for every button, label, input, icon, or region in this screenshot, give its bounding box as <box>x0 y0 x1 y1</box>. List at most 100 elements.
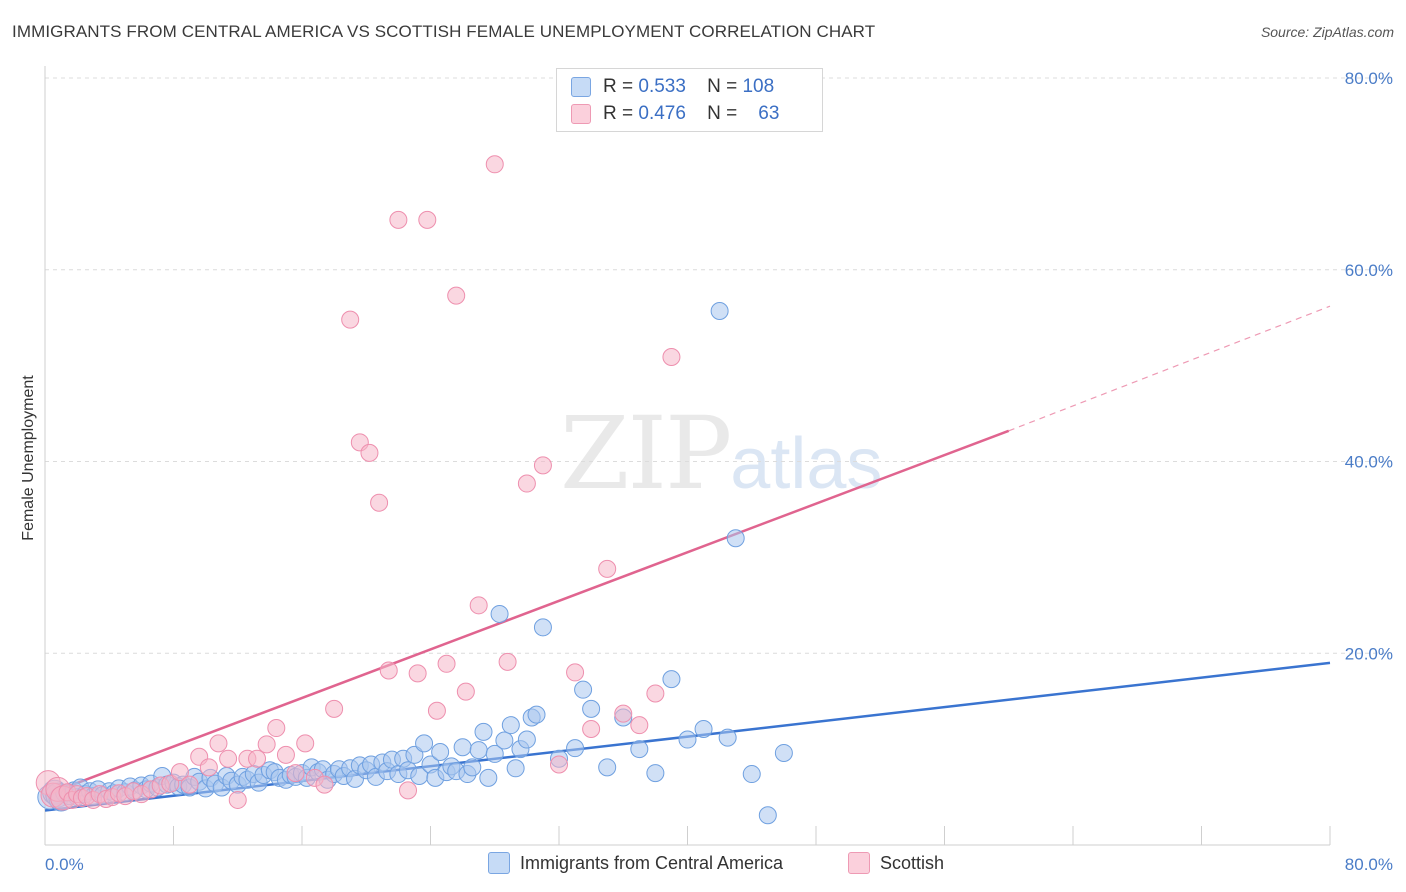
point-scottish <box>209 734 228 753</box>
point-central-america <box>582 699 601 718</box>
series-swatch-scottish <box>848 852 870 874</box>
point-central-america <box>474 722 493 741</box>
chart-title: IMMIGRANTS FROM CENTRAL AMERICA VS SCOTT… <box>12 22 876 41</box>
point-scottish <box>170 763 189 782</box>
point-scottish <box>228 790 247 809</box>
point-scottish <box>566 663 585 682</box>
point-scottish <box>399 781 418 800</box>
y-tick-label: 80.0% <box>1345 69 1393 88</box>
point-scottish <box>533 456 552 475</box>
trend-line-scottish-extension <box>1008 305 1331 432</box>
point-scottish <box>389 210 408 229</box>
point-central-america <box>506 759 525 778</box>
point-central-america <box>415 734 434 753</box>
point-central-america <box>453 738 472 757</box>
legend-r-value: 0.476 <box>638 103 686 124</box>
point-scottish <box>296 734 315 753</box>
point-central-america <box>517 730 536 749</box>
point-central-america <box>646 764 665 783</box>
point-scottish <box>437 654 456 673</box>
data-points <box>35 155 793 825</box>
point-scottish <box>418 210 437 229</box>
watermark-zip: ZIP <box>560 395 732 512</box>
point-scottish <box>498 652 517 671</box>
point-scottish <box>614 704 633 723</box>
point-central-america <box>726 529 745 548</box>
point-scottish <box>550 755 568 774</box>
point-scottish <box>219 749 238 768</box>
point-scottish <box>325 699 344 718</box>
point-scottish <box>408 664 427 683</box>
point-central-america <box>566 739 585 758</box>
chart-source: Source: ZipAtlas.com <box>1260 24 1394 40</box>
point-central-america <box>718 728 737 747</box>
series-legend-central-america: Immigrants from Central America <box>488 852 783 874</box>
y-tick-label: 60.0% <box>1345 261 1393 280</box>
point-scottish <box>370 493 389 512</box>
point-scottish <box>456 682 475 701</box>
x-tick-label: 0.0% <box>45 855 84 874</box>
watermark: ZIPatlas <box>560 395 882 512</box>
legend-r-label: R = <box>603 103 634 124</box>
point-central-america <box>662 670 681 689</box>
series-label-central-america: Immigrants from Central America <box>520 852 784 873</box>
legend-row-central-america: R = 0.533 N = 108 <box>571 74 774 100</box>
trend-line-scottish <box>44 429 1010 797</box>
point-central-america <box>533 618 552 637</box>
point-scottish <box>286 764 305 783</box>
tick-labels: 20.0% 40.0% 60.0% 80.0% 0.0% 80.0% <box>45 69 1393 874</box>
point-central-america <box>678 730 697 749</box>
y-tick-label: 40.0% <box>1345 453 1393 472</box>
point-central-america <box>463 758 482 777</box>
point-scottish <box>248 749 267 768</box>
legend-r-value: 0.533 <box>638 76 686 97</box>
point-central-america <box>574 680 593 699</box>
point-scottish <box>180 775 199 794</box>
point-central-america <box>501 716 520 735</box>
point-central-america <box>742 765 761 784</box>
point-central-america <box>527 705 546 724</box>
point-central-america <box>598 758 617 777</box>
y-axis-label: Female Unemployment <box>20 375 37 541</box>
point-scottish <box>360 443 379 462</box>
point-central-america <box>758 806 777 825</box>
point-central-america <box>469 741 488 760</box>
point-central-america <box>479 768 498 787</box>
point-scottish <box>427 701 446 720</box>
point-scottish <box>276 745 295 764</box>
series-legend-scottish: Scottish <box>848 852 944 874</box>
point-scottish <box>598 559 617 578</box>
point-central-america <box>431 743 450 762</box>
point-central-america <box>694 719 713 738</box>
point-scottish <box>582 719 601 738</box>
point-scottish <box>469 596 488 615</box>
legend-row-scottish: R = 0.476 N = 63 <box>571 101 779 127</box>
axes <box>44 66 1331 846</box>
series-swatch-central-america <box>488 852 510 874</box>
point-scottish <box>267 719 286 738</box>
point-central-america <box>495 731 514 750</box>
point-central-america <box>485 744 504 763</box>
correlation-legend: R = 0.533 N = 108 R = 0.476 N = 63 <box>556 68 823 132</box>
point-scottish <box>315 775 334 794</box>
point-scottish <box>447 286 466 305</box>
watermark-atlas: atlas <box>730 424 883 504</box>
point-central-america <box>405 745 424 764</box>
x-tick-label: 80.0% <box>1345 855 1393 874</box>
point-scottish <box>646 684 665 703</box>
legend-n-value: 63 <box>758 103 780 124</box>
series-label-scottish: Scottish <box>880 852 945 873</box>
point-scottish <box>662 347 681 366</box>
point-central-america <box>490 604 509 623</box>
point-central-america <box>774 743 793 762</box>
point-central-america <box>710 301 729 320</box>
point-central-america <box>630 740 649 759</box>
point-scottish <box>257 735 276 754</box>
legend-r-label: R = <box>603 76 634 97</box>
point-scottish <box>485 155 504 174</box>
legend-swatch-scottish <box>571 104 591 124</box>
legend-n-value: 108 <box>742 76 775 97</box>
point-scottish <box>517 474 536 493</box>
grid-lines <box>45 77 1392 654</box>
